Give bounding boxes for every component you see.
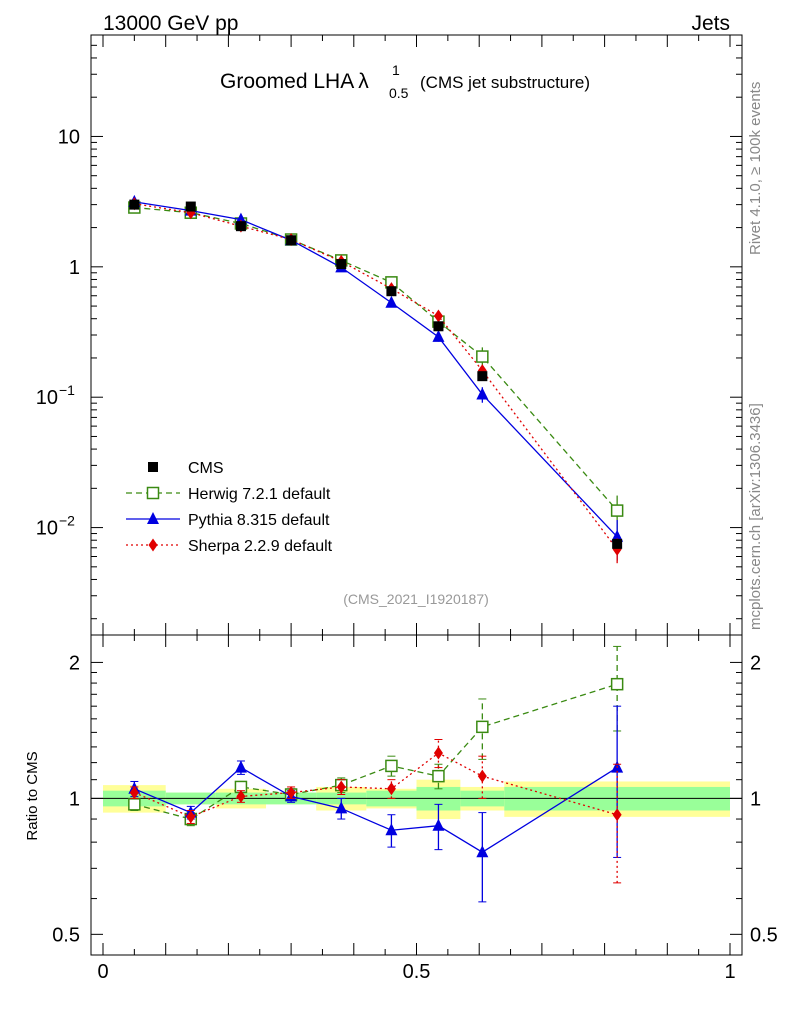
ratio-y-tick-label: 0.5 [52, 924, 80, 946]
title-main: Groomed LHA [220, 70, 354, 93]
series-point-ratio [129, 786, 139, 800]
legend: CMS Herwig 7.2.1 default Pythia 8.315 defa… [126, 460, 333, 555]
main-y-tick-base: 10 [58, 126, 80, 148]
series-point-main [432, 329, 445, 342]
plot-title: Groomed LHA λ 1 0.5 (CMS jet substructure… [220, 62, 590, 101]
series-point-main [476, 350, 489, 363]
legend-marker-cms [148, 462, 158, 472]
cms-data-point [235, 221, 246, 232]
series-point-ratio [234, 760, 247, 773]
ratio-y-tick-label: 2 [69, 652, 80, 674]
series-point-ratio [336, 780, 346, 794]
series-point-ratio [476, 845, 489, 858]
legend-marker [146, 486, 160, 500]
series-point-ratio [432, 818, 445, 831]
x-tick-label: 0.5 [403, 961, 431, 983]
main-y-tick-base: 10 [36, 387, 58, 409]
series-point-main [610, 504, 624, 517]
series-layer [128, 194, 624, 903]
x-tick-label: 0 [97, 961, 108, 983]
main-y-tick-exp: −2 [59, 513, 75, 529]
series-point-ratio [433, 746, 443, 760]
series-point-ratio [286, 786, 296, 800]
series-point-ratio [385, 759, 398, 773]
title-suffix: (CMS jet substructure) [420, 73, 590, 92]
legend-label: Herwig 7.2.1 default [188, 486, 331, 503]
legend-label-cms: CMS [188, 460, 224, 477]
cms-data-point [336, 259, 347, 270]
axes [90, 34, 743, 956]
cms-data-point [386, 286, 397, 297]
legend-marker [147, 512, 159, 524]
series-point-ratio [612, 808, 622, 822]
series-point-main [433, 309, 443, 323]
ratio-y-tick-label-right: 1 [750, 788, 761, 810]
ratio-y-tick-label-right: 0.5 [750, 924, 778, 946]
legend-label: Sherpa 2.2.9 default [188, 538, 333, 555]
series-point-main [385, 295, 398, 308]
title-subscript: 0.5 [389, 85, 409, 101]
ratio-y-tick-label-right: 2 [750, 652, 761, 674]
series-point-ratio [385, 823, 398, 836]
series-point-ratio [476, 720, 489, 734]
ratio-ylabel: Ratio to CMS [24, 751, 41, 840]
series-point-ratio [610, 677, 624, 691]
series-point-ratio [236, 789, 246, 803]
process-label: Jets [691, 12, 730, 35]
series-line-ratio [134, 683, 618, 820]
analysis-id: (CMS_2021_I1920187) [343, 591, 489, 607]
main-y-tick-base: 10 [36, 518, 58, 540]
legend-label: Pythia 8.315 default [188, 512, 330, 529]
ratio-uncertainty-bands [103, 779, 730, 820]
x-tick-label: 1 [724, 961, 735, 983]
series-point-ratio [386, 782, 396, 796]
main-y-tick-base: 1 [69, 257, 80, 279]
series-point-ratio [335, 801, 348, 814]
series-point-ratio [477, 769, 487, 783]
ratio-y-tick-label: 1 [69, 788, 80, 810]
legend-marker [148, 538, 158, 552]
rivet-label: Rivet 4.1.0, ≥ 100k events [747, 82, 764, 255]
title-superscript: 1 [392, 62, 400, 78]
cms-data-point [612, 538, 623, 549]
series-point-ratio [128, 798, 141, 811]
collision-label: 13000 GeV pp [103, 12, 238, 35]
main-y-tick-exp: −1 [59, 382, 75, 398]
series-point-ratio [432, 769, 445, 783]
cms-data-point [185, 201, 196, 212]
cms-data [129, 199, 623, 549]
cms-data-point [433, 321, 444, 332]
cms-data-point [286, 235, 297, 246]
cms-data-point [477, 371, 488, 382]
title-symbol: λ [358, 70, 369, 93]
series-point-main [611, 529, 624, 542]
cms-data-point [129, 199, 140, 210]
series-point-ratio [186, 810, 196, 824]
mcplots-label: mcplots.cern.ch [arXiv:1306.3436] [747, 403, 764, 630]
series-point-main [476, 387, 489, 400]
